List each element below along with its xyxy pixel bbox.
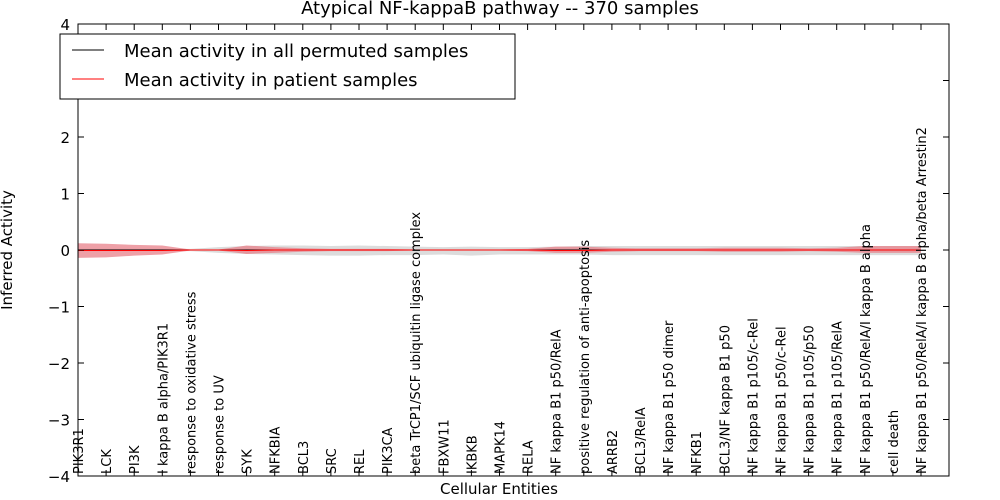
y-tick-label: −3 — [48, 412, 70, 430]
x-tick-label: PIK3R1 — [72, 428, 87, 474]
legend-box — [59, 33, 516, 100]
x-tick-label: REL — [353, 449, 368, 474]
y-tick-label: −1 — [48, 299, 70, 317]
x-tick-label: ARRB2 — [606, 430, 621, 474]
x-tick-label: SRC — [325, 448, 340, 474]
y-tick-label: 1 — [60, 186, 70, 204]
legend-label-permuted: Mean activity in all permuted samples — [124, 41, 468, 62]
x-tick-label: NF kappa B1 p50/RelA — [550, 329, 565, 474]
x-tick-label: BCL3/NF kappa B1 p50 — [718, 325, 733, 474]
x-tick-label: IKBKB — [465, 435, 480, 474]
x-tick-label: LCK — [100, 449, 115, 474]
x-tick-label: cell death — [887, 410, 902, 474]
plot-area — [78, 243, 921, 258]
x-tick-label: response to UV — [213, 375, 228, 474]
x-tick-label: I kappa B alpha/PIK3R1 — [156, 323, 171, 474]
x-tick-label: FBXW11 — [437, 419, 452, 474]
x-tick-label: RELA — [522, 440, 537, 474]
x-tick-label: NF kappa B1 p105/p50 — [803, 325, 818, 474]
x-axis: PIK3R1 LCK PI3K I kappa B alpha/PIK3R1 respo… — [72, 24, 930, 476]
x-tick-label: beta TrCP1/SCF ubiquitin ligase complex — [409, 212, 424, 474]
x-tick-label: NF kappa B1 p50/RelA/I kappa B alpha — [859, 224, 874, 474]
y-tick-label: −2 — [48, 355, 70, 373]
y-tick-label: 2 — [60, 129, 70, 147]
y-tick-label: 0 — [60, 242, 70, 260]
x-tick-label: PI3K — [128, 445, 143, 474]
y-tick-label: 4 — [60, 16, 70, 34]
legend-label-patient: Mean activity in patient samples — [124, 70, 418, 91]
x-axis-label: Cellular Entities — [440, 480, 558, 498]
y-axis: 43210−1−2−3−4 — [48, 16, 949, 486]
x-tick-label: BCL3/RelA — [634, 407, 649, 474]
y-axis-label: Inferred Activity — [0, 190, 16, 310]
x-tick-label: PIK3CA — [381, 427, 396, 474]
chart-title: Atypical NF-kappaB pathway -- 370 sample… — [301, 0, 699, 19]
x-tick-label: NF kappa B1 p50/c-Rel — [775, 326, 790, 474]
y-tick-label: −4 — [48, 468, 70, 486]
x-tick-label: response to oxidative stress — [184, 291, 199, 474]
x-tick-label: MAPK14 — [494, 421, 509, 474]
line-patient — [78, 249, 921, 252]
x-tick-label: NF kappa B1 p50 dimer — [662, 320, 677, 474]
legend: Mean activity in all permuted samples Me… — [59, 33, 516, 100]
x-tick-label: SYK — [241, 449, 256, 474]
x-tick-label: positive regulation of anti-apoptosis — [578, 240, 593, 474]
x-tick-label: NF kappa B1 p105/c-Rel — [746, 318, 761, 474]
x-tick-label: NF kappa B1 p50/RelA/I kappa B alpha/bet… — [915, 127, 930, 474]
x-tick-label: NF kappa B1 p105/RelA — [831, 321, 846, 474]
x-tick-label: NFKB1 — [690, 431, 705, 474]
x-tick-label: BCL3 — [297, 441, 312, 474]
x-tick-label: NFKBIA — [269, 427, 284, 474]
